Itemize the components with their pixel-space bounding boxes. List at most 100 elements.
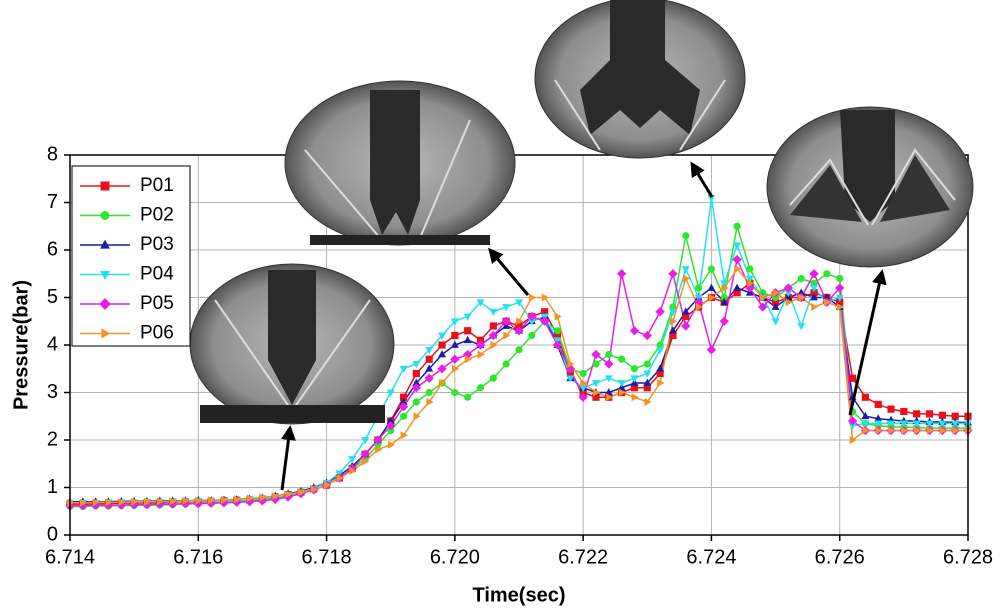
data-point <box>131 497 139 506</box>
y-tick-label: 2 <box>47 428 58 450</box>
data-point <box>668 326 677 334</box>
data-point <box>502 304 511 312</box>
data-point <box>464 327 472 335</box>
data-point <box>836 274 844 283</box>
data-point <box>144 497 152 506</box>
data-point <box>515 322 523 330</box>
data-point <box>681 321 691 331</box>
data-point <box>758 302 768 312</box>
data-point <box>900 426 909 435</box>
data-point <box>476 299 485 307</box>
data-point <box>669 331 677 340</box>
data-point <box>426 398 434 406</box>
data-point <box>681 266 690 274</box>
data-point <box>605 350 613 359</box>
data-point <box>733 289 741 297</box>
data-point <box>822 293 831 301</box>
data-point <box>604 388 613 396</box>
data-point <box>618 388 626 397</box>
data-point <box>514 326 524 336</box>
data-point <box>733 242 742 250</box>
data-point <box>476 384 485 392</box>
data-point <box>489 374 497 382</box>
data-point <box>721 284 729 292</box>
data-point <box>349 466 357 475</box>
data-point <box>298 488 306 497</box>
data-point <box>437 364 447 374</box>
data-point <box>899 420 908 428</box>
data-point <box>861 393 869 401</box>
data-point <box>669 303 677 311</box>
data-point <box>695 303 703 311</box>
data-point <box>798 293 806 302</box>
data-point <box>682 232 690 240</box>
data-point <box>554 312 562 321</box>
data-point <box>734 265 742 273</box>
data-point <box>424 373 434 383</box>
data-point <box>348 456 357 464</box>
data-point <box>425 355 433 363</box>
data-point <box>900 407 908 416</box>
plot-area <box>65 194 973 511</box>
data-point <box>630 384 639 392</box>
data-point <box>912 420 921 428</box>
data-point <box>516 317 524 326</box>
data-point <box>656 346 665 355</box>
data-point <box>100 239 110 249</box>
data-point <box>169 497 177 506</box>
data-point <box>643 360 651 368</box>
data-point <box>373 435 383 445</box>
x-tick-label: 6.720 <box>430 546 480 568</box>
data-point <box>100 270 110 280</box>
data-point <box>823 270 831 278</box>
data-point <box>90 500 101 510</box>
data-point <box>411 383 422 393</box>
data-point <box>323 481 331 490</box>
data-point <box>488 330 499 341</box>
data-point <box>707 283 716 291</box>
data-point <box>759 293 768 302</box>
data-point <box>847 416 858 426</box>
data-point <box>617 380 626 388</box>
data-point <box>413 412 421 421</box>
data-point <box>874 420 883 428</box>
data-point <box>362 457 370 466</box>
data-point <box>811 303 819 311</box>
data-point <box>578 392 588 402</box>
data-point <box>425 364 434 372</box>
arrow <box>280 425 296 491</box>
data-point <box>502 360 510 368</box>
data-point <box>310 485 319 494</box>
data-point <box>116 500 126 510</box>
data-point <box>861 420 870 428</box>
data-point <box>195 496 203 505</box>
y-tick-label: 3 <box>47 381 58 403</box>
legend: P01 P02 P03 P04 P05 P06 <box>71 165 191 347</box>
data-point <box>707 265 716 273</box>
data-point <box>952 426 960 435</box>
x-tick-label: 6.726 <box>815 546 865 568</box>
data-point <box>785 298 793 307</box>
data-point <box>412 369 420 378</box>
data-point <box>631 393 639 402</box>
data-point <box>553 327 562 335</box>
data-point <box>552 340 563 350</box>
legend-box <box>71 165 191 347</box>
data-point <box>438 332 446 340</box>
data-point <box>771 302 780 310</box>
data-point <box>79 498 88 507</box>
data-point <box>888 426 896 435</box>
inset-photo <box>189 263 395 425</box>
data-point <box>887 405 895 413</box>
data-point <box>657 379 665 387</box>
data-point <box>541 293 549 302</box>
data-point <box>425 388 433 397</box>
data-point <box>503 331 511 340</box>
data-point <box>219 498 229 508</box>
legend-label: P05 <box>140 293 174 314</box>
data-point <box>643 370 652 378</box>
data-point <box>539 316 550 326</box>
data-point <box>92 498 100 507</box>
inset-photo <box>534 0 746 159</box>
